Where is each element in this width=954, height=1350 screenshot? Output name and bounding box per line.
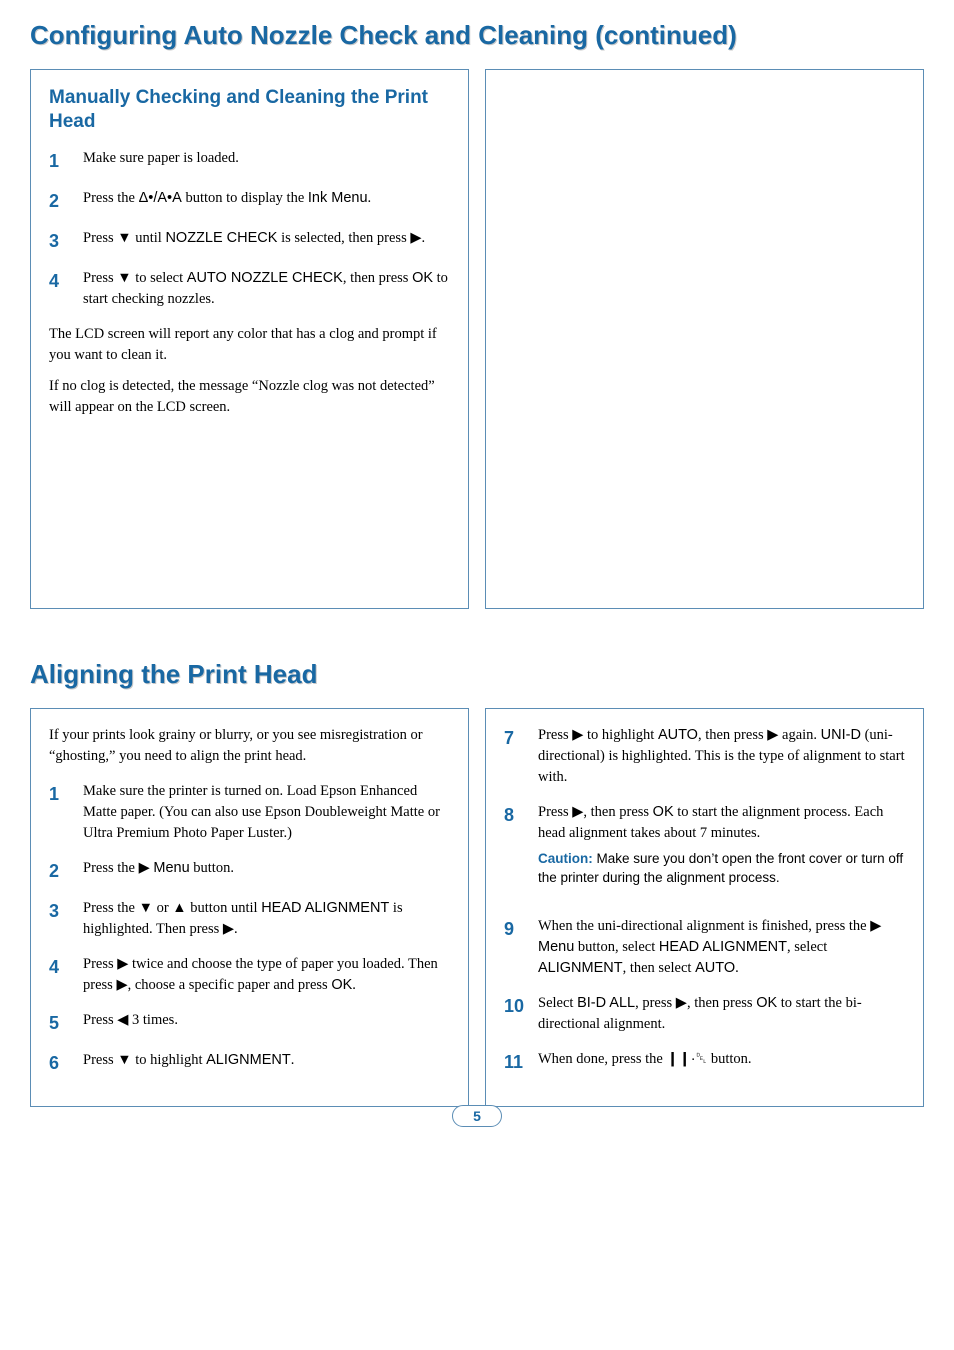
section2: Aligning the Print Head If your prints l… bbox=[30, 659, 924, 1107]
step-number: 2 bbox=[49, 858, 71, 884]
section1-left-box: Manually Checking and Cleaning the Print… bbox=[30, 69, 469, 609]
step-text: Select BI-D ALL, press ▶, then press OK … bbox=[538, 993, 905, 1035]
ink-icon: Δ•/A•A bbox=[139, 190, 182, 206]
step-number: 10 bbox=[504, 993, 526, 1019]
section1-subheading: Manually Checking and Cleaning the Print… bbox=[49, 86, 450, 134]
step-number: 1 bbox=[49, 781, 71, 807]
right-icon: ▶ bbox=[870, 918, 881, 934]
page-heading-1: Configuring Auto Nozzle Check and Cleani… bbox=[30, 20, 924, 51]
step: 3 Press the ▼ or ▲ button until HEAD ALI… bbox=[49, 898, 450, 940]
step-text: When the uni-directional alignment is fi… bbox=[538, 916, 905, 979]
right-icon: ▶ bbox=[223, 921, 234, 937]
caution-block: Caution: Make sure you don’t open the fr… bbox=[538, 850, 905, 888]
right-icon: ▶ bbox=[572, 804, 583, 820]
right-icon: ▶ bbox=[116, 977, 127, 993]
right-icon: ▶ bbox=[572, 727, 583, 743]
up-icon: ▲ bbox=[172, 900, 186, 916]
step-number: 6 bbox=[49, 1050, 71, 1076]
step-text: Press ▼ to select AUTO NOZZLE CHECK, the… bbox=[83, 268, 450, 310]
step-number: 2 bbox=[49, 188, 71, 214]
caution-text: Make sure you don’t open the front cover… bbox=[538, 851, 903, 885]
step: 2 Press the ▶ Menu button. bbox=[49, 858, 450, 884]
page-number: 5 bbox=[452, 1105, 502, 1127]
step-text: Make sure the printer is turned on. Load… bbox=[83, 781, 450, 844]
step-text: Press ▼ to highlight ALIGNMENT. bbox=[83, 1050, 450, 1071]
page-number-wrap: 5 bbox=[30, 1117, 924, 1139]
down-icon: ▼ bbox=[139, 900, 153, 916]
step-text: Press ◀ 3 times. bbox=[83, 1010, 450, 1031]
right-icon: ▶ bbox=[410, 230, 421, 246]
step-number: 9 bbox=[504, 916, 526, 942]
step-number: 3 bbox=[49, 898, 71, 924]
step-text: When done, press the ❙❙·␡ button. bbox=[538, 1049, 905, 1070]
step-text: Press ▶ to highlight AUTO, then press ▶ … bbox=[538, 725, 905, 788]
step-number: 4 bbox=[49, 268, 71, 294]
step-number: 1 bbox=[49, 148, 71, 174]
step: 10 Select BI-D ALL, press ▶, then press … bbox=[504, 993, 905, 1035]
step-text: Make sure paper is loaded. bbox=[83, 148, 450, 169]
page-heading-2: Aligning the Print Head bbox=[30, 659, 924, 690]
section2-left-box: If your prints look grainy or blurry, or… bbox=[30, 708, 469, 1107]
step-number: 5 bbox=[49, 1010, 71, 1036]
step: 1 Make sure the printer is turned on. Lo… bbox=[49, 781, 450, 844]
step-text: Press ▶ twice and choose the type of pap… bbox=[83, 954, 450, 996]
down-icon: ▼ bbox=[117, 230, 131, 246]
pause-trash-icon: ❙❙·␡ bbox=[666, 1051, 707, 1067]
step-number: 8 bbox=[504, 802, 526, 828]
step: 1 Make sure paper is loaded. bbox=[49, 148, 450, 174]
step: 4 Press ▼ to select AUTO NOZZLE CHECK, t… bbox=[49, 268, 450, 310]
right-icon: ▶ bbox=[117, 956, 128, 972]
step-text: Press the Δ•/A•A button to display the I… bbox=[83, 188, 450, 209]
step-text: Press the ▶ Menu button. bbox=[83, 858, 450, 879]
step-text: Press ▼ until NOZZLE CHECK is selected, … bbox=[83, 228, 450, 249]
step-text: Press the ▼ or ▲ button until HEAD ALIGN… bbox=[83, 898, 450, 940]
step-text: Press ▶, then press OK to start the alig… bbox=[538, 802, 905, 902]
step: 3 Press ▼ until NOZZLE CHECK is selected… bbox=[49, 228, 450, 254]
step: 4 Press ▶ twice and choose the type of p… bbox=[49, 954, 450, 996]
section1-para1: The LCD screen will report any color tha… bbox=[49, 324, 450, 366]
section2-right-box: 7 Press ▶ to highlight AUTO, then press … bbox=[485, 708, 924, 1107]
step: 8 Press ▶, then press OK to start the al… bbox=[504, 802, 905, 902]
section1-steps: 1 Make sure paper is loaded. 2 Press the… bbox=[49, 148, 450, 310]
step-number: 3 bbox=[49, 228, 71, 254]
section2-left-steps: 1 Make sure the printer is turned on. Lo… bbox=[49, 781, 450, 1076]
step: 2 Press the Δ•/A•A button to display the… bbox=[49, 188, 450, 214]
right-icon: ▶ bbox=[139, 860, 150, 876]
right-icon: ▶ bbox=[767, 727, 778, 743]
section1-right-box bbox=[485, 69, 924, 609]
step-number: 7 bbox=[504, 725, 526, 751]
section1-para2: If no clog is detected, the message “Noz… bbox=[49, 376, 450, 418]
step-number: 4 bbox=[49, 954, 71, 980]
step: 9 When the uni-directional alignment is … bbox=[504, 916, 905, 979]
right-icon: ▶ bbox=[676, 995, 687, 1011]
section2-right-steps: 7 Press ▶ to highlight AUTO, then press … bbox=[504, 725, 905, 1075]
step: 7 Press ▶ to highlight AUTO, then press … bbox=[504, 725, 905, 788]
section2-intro: If your prints look grainy or blurry, or… bbox=[49, 725, 450, 767]
step: 5 Press ◀ 3 times. bbox=[49, 1010, 450, 1036]
step: 11 When done, press the ❙❙·␡ button. bbox=[504, 1049, 905, 1075]
section1-row: Manually Checking and Cleaning the Print… bbox=[30, 69, 924, 609]
down-icon: ▼ bbox=[117, 1052, 131, 1068]
down-icon: ▼ bbox=[117, 270, 131, 286]
section2-row: If your prints look grainy or blurry, or… bbox=[30, 708, 924, 1107]
left-icon: ◀ bbox=[117, 1012, 128, 1028]
step-number: 11 bbox=[504, 1049, 526, 1075]
step: 6 Press ▼ to highlight ALIGNMENT. bbox=[49, 1050, 450, 1076]
caution-label: Caution: bbox=[538, 851, 593, 866]
